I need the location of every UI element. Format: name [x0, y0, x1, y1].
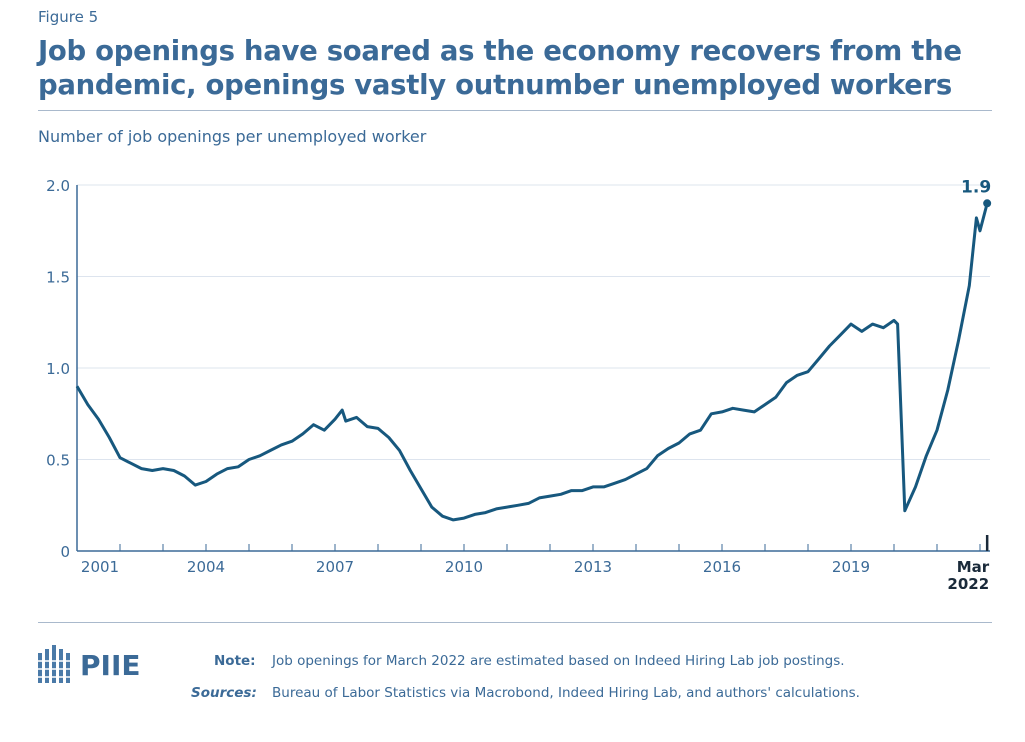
y-tick-label: 1.0: [46, 360, 70, 378]
end-value-label: 1.9: [961, 177, 991, 197]
piie-logo: PIIE: [36, 643, 146, 685]
footer-divider: [38, 622, 992, 623]
piie-logo-mark: [36, 645, 72, 683]
sources-label: Sources:: [191, 685, 257, 701]
x-tick-label: 2010: [445, 558, 483, 576]
y-tick-label: 0.5: [46, 452, 70, 470]
note-label: Note:: [214, 653, 256, 669]
piie-logo-text: PIIE: [80, 649, 141, 682]
x-tick-label: 2019: [832, 558, 870, 576]
note-text: Job openings for March 2022 are estimate…: [272, 653, 845, 669]
y-axis-label: Number of job openings per unemployed wo…: [38, 127, 427, 146]
figure-label: Figure 5: [38, 8, 99, 26]
y-tick-label: 2.0: [46, 177, 70, 195]
end-point: [983, 199, 992, 208]
x-tick-label: 2007: [316, 558, 354, 576]
sources-text: Bureau of Labor Statistics via Macrobond…: [272, 685, 860, 701]
chart-title: Job openings have soared as the economy …: [38, 35, 962, 101]
title-divider: [38, 110, 992, 111]
x-tick-label: 2013: [574, 558, 612, 576]
x-tick-label: 2016: [703, 558, 741, 576]
x-last-label: 2022: [947, 575, 989, 593]
x-tick-label: 2001: [81, 558, 119, 576]
x-last-label: Mar: [957, 558, 990, 576]
y-tick-label: 1.5: [46, 269, 70, 287]
x-tick-label: 2004: [187, 558, 225, 576]
line-chart: 0 0.5 1.0 1.5 2.0 2001 2004 2007 2010 2013 2016 201…: [46, 177, 992, 593]
series-line: [75, 202, 989, 522]
y-tick-label: 0: [60, 543, 70, 561]
